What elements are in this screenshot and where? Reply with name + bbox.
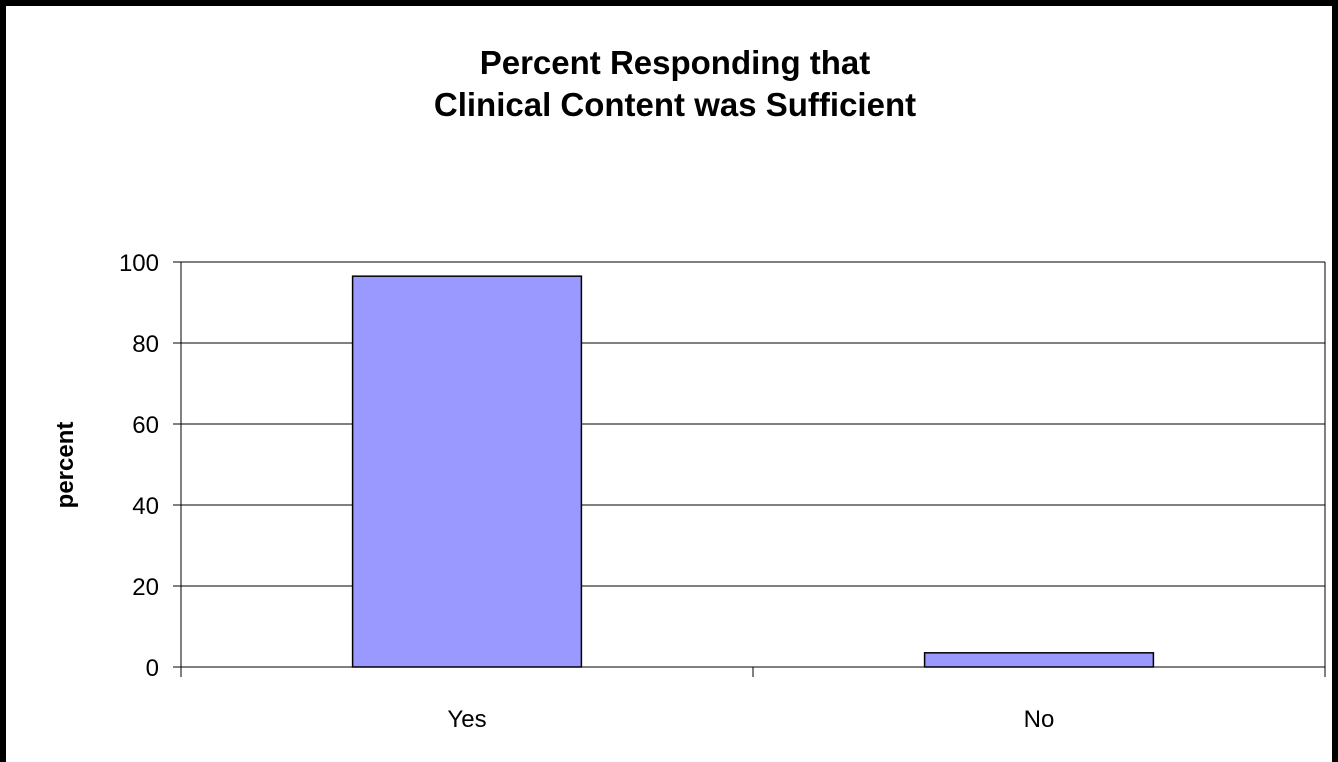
chart-title-line-1: Percent Responding that (479, 44, 871, 81)
y-tick-label-60: 60 (132, 412, 159, 439)
y-tick-label-40: 40 (132, 493, 159, 520)
y-tick-label-80: 80 (132, 331, 159, 358)
chart-title: Percent Responding that Clinical Content… (6, 42, 1338, 126)
x-tick-label-yes: Yes (447, 706, 486, 733)
y-tick-label-20: 20 (132, 574, 159, 601)
chart-title-line-2: Clinical Content was Sufficient (433, 86, 917, 123)
bar-yes (351, 275, 583, 668)
axes (173, 261, 1326, 677)
y-axis-label: percent (52, 422, 79, 509)
y-tick-label-0: 0 (146, 655, 159, 682)
y-tick-label-100: 100 (119, 250, 159, 277)
tick-labels: 0 20 40 60 80 100 Yes No (119, 250, 1054, 733)
bars (351, 275, 1155, 668)
x-tick-label-no: No (1024, 706, 1055, 733)
bar-no (923, 652, 1155, 668)
